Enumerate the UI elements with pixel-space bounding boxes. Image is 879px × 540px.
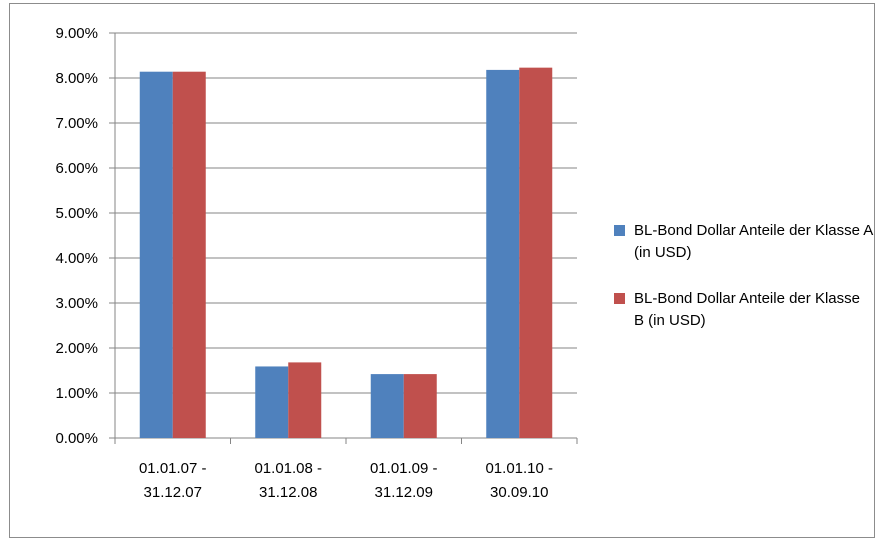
y-tick-label: 9.00% (55, 25, 98, 42)
y-tick-label: 7.00% (55, 115, 98, 132)
bar-class-b (172, 71, 206, 438)
x-category-label: 01.01.09 - (370, 460, 438, 477)
x-category-label: 30.09.10 (490, 484, 548, 501)
bar-class-a (370, 374, 404, 438)
bar-class-b (403, 374, 437, 438)
bar-class-a (255, 366, 289, 438)
x-category-label: 31.12.09 (375, 484, 433, 501)
legend-label-class-a: BL-Bond Dollar Anteile der Klasse A (in … (634, 222, 873, 261)
legend-label-class-b: BL-Bond Dollar Anteile der Klasse B (in … (634, 290, 860, 329)
x-category-label: 01.01.08 - (254, 460, 322, 477)
x-category-label: 31.12.07 (144, 484, 202, 501)
bars (139, 67, 553, 439)
bar-class-a (139, 71, 173, 438)
legend-item-class-b: BL-Bond Dollar Anteile der Klasse B (in … (614, 288, 876, 338)
y-tick-label: 2.00% (55, 340, 98, 357)
y-tick-label: 0.00% (55, 430, 98, 447)
y-tick-label: 4.00% (55, 250, 98, 267)
x-category-label: 01.01.10 - (485, 460, 553, 477)
y-tick-label: 5.00% (55, 205, 98, 222)
bar-class-b (519, 67, 553, 439)
x-category-label: 01.01.07 - (139, 460, 207, 477)
legend-swatch-class-a (614, 225, 625, 236)
bar-class-a (486, 69, 520, 439)
y-tick-label: 8.00% (55, 70, 98, 87)
chart-area (9, 3, 875, 538)
legend-item-class-a: BL-Bond Dollar Anteile der Klasse A (in … (614, 220, 876, 270)
bar-class-b (288, 362, 322, 438)
y-tick-label: 6.00% (55, 160, 98, 177)
y-tick-labels: 0.00% 1.00% 2.00% 3.00% 4.00% 5.00% 6.00% 7.00%… (55, 25, 98, 447)
legend-swatch-class-b (614, 293, 625, 304)
y-tick-label: 1.00% (55, 385, 98, 402)
x-category-labels: 01.01.07 - 31.12.07 01.01.08 - 31.12.08 01.0… (139, 460, 553, 501)
x-category-label: 31.12.08 (259, 484, 317, 501)
y-tick-label: 3.00% (55, 295, 98, 312)
